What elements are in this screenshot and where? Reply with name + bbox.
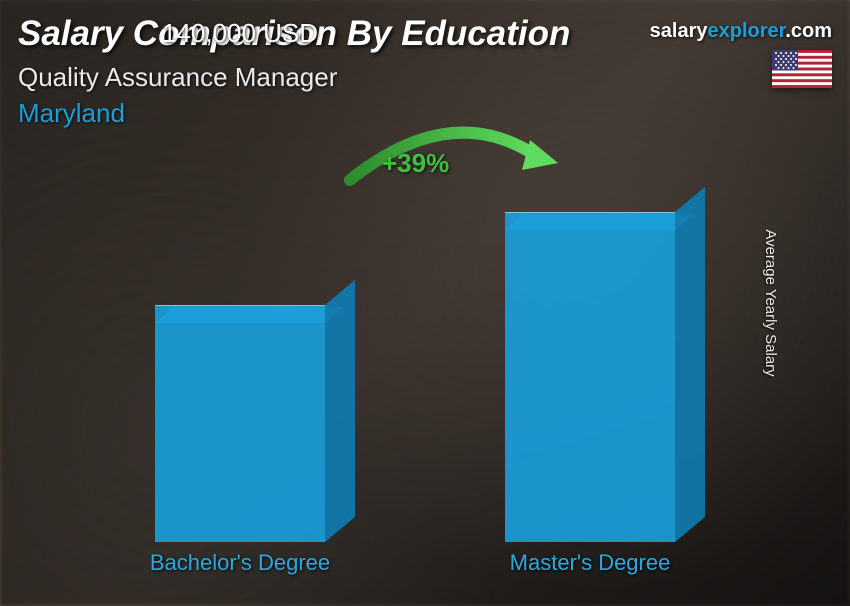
brand-logo: salaryexplorer.com xyxy=(650,20,832,43)
bar-bachelors: 140,000 USD Bachelor's Degree xyxy=(140,305,340,542)
bar-side-face xyxy=(675,187,705,542)
bar-side-face xyxy=(325,280,355,542)
flag-icon xyxy=(772,50,832,88)
bar-masters: 195,000 USD Master's Degree xyxy=(490,212,690,542)
bar-3d xyxy=(505,212,675,542)
bar-front-face xyxy=(505,212,675,542)
brand-prefix: salary xyxy=(650,20,708,42)
chart-location: Maryland xyxy=(18,98,125,129)
bar-front-face xyxy=(155,305,325,542)
brand-suffix: .com xyxy=(785,20,832,42)
bar-3d xyxy=(155,305,325,542)
bar-value: 140,000 USD xyxy=(110,18,370,49)
content-layer: Salary Comparison By Education Quality A… xyxy=(0,0,850,606)
bar-label: Master's Degree xyxy=(460,550,720,576)
brand-mid: explorer xyxy=(707,20,785,42)
chart-subtitle: Quality Assurance Manager xyxy=(18,62,337,93)
bar-chart: 140,000 USD Bachelor's Degree 195,000 US… xyxy=(60,150,790,572)
bar-label: Bachelor's Degree xyxy=(110,550,370,576)
